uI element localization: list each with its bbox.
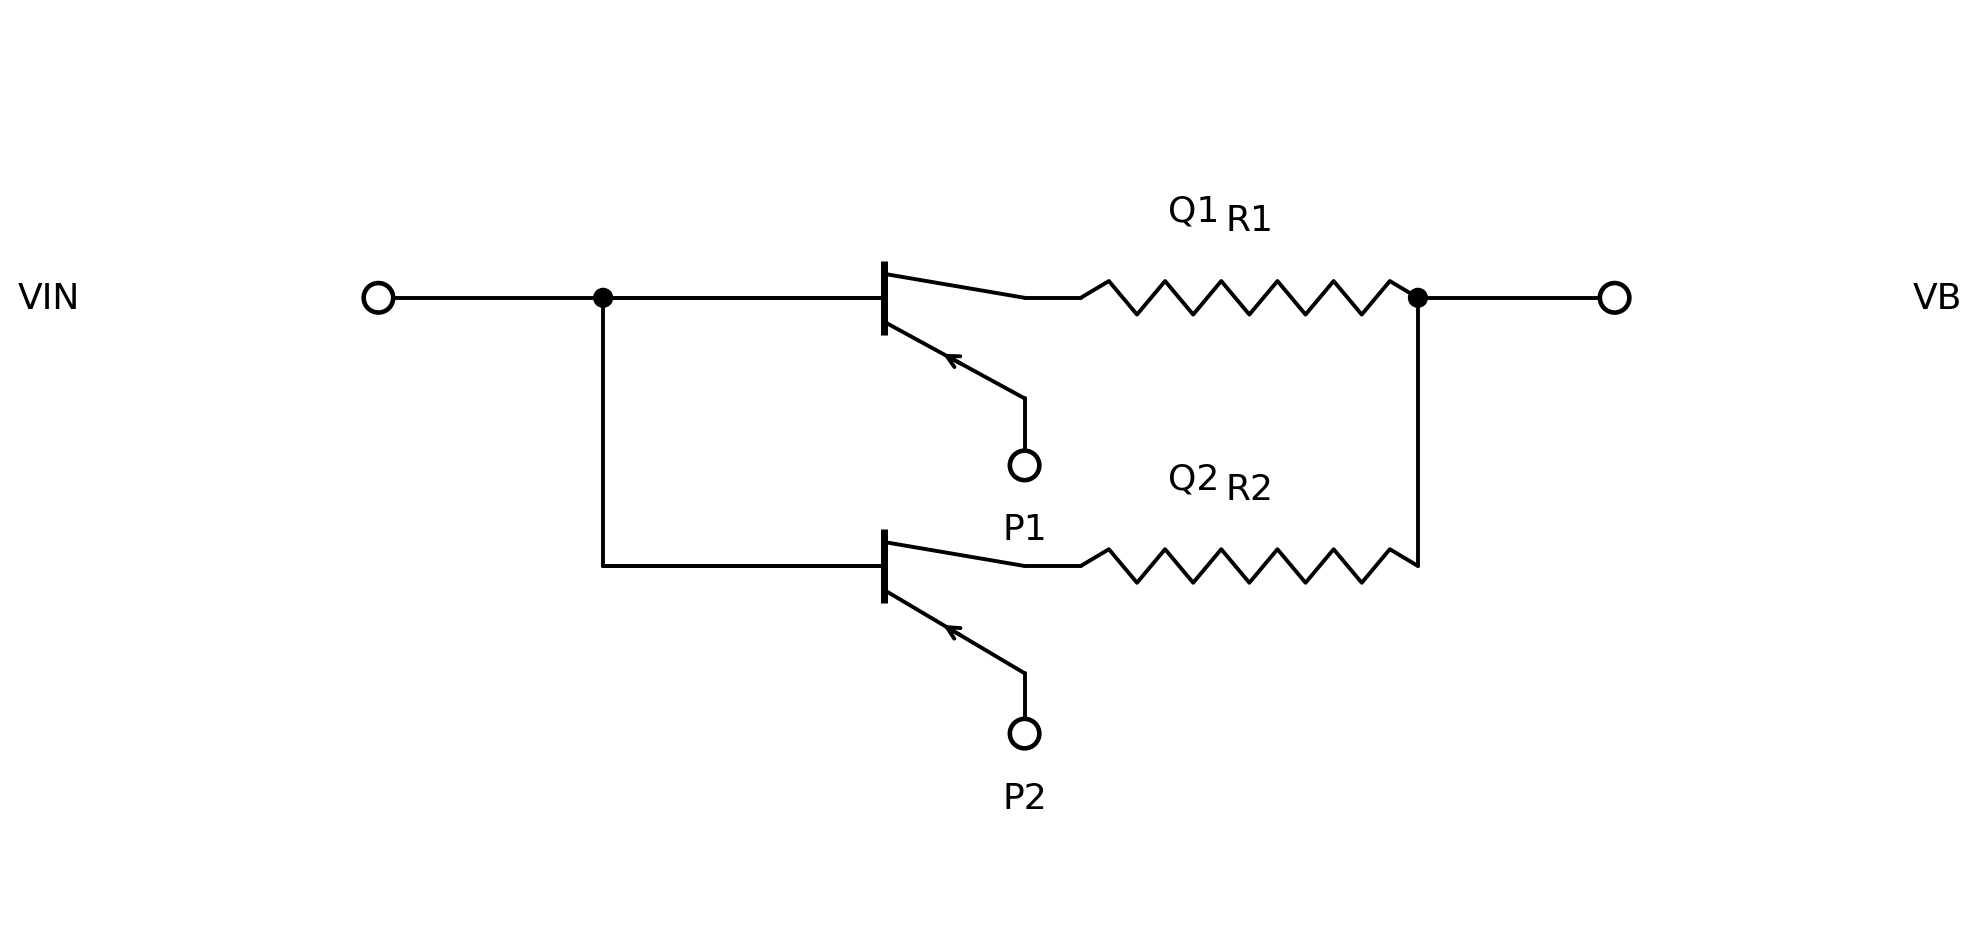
- Text: P2: P2: [1002, 781, 1047, 815]
- Circle shape: [1408, 289, 1428, 308]
- Text: VB: VB: [1913, 281, 1962, 315]
- Circle shape: [1010, 719, 1040, 749]
- Circle shape: [1600, 284, 1630, 313]
- Text: P1: P1: [1002, 513, 1047, 547]
- Text: VIN: VIN: [18, 281, 79, 315]
- Circle shape: [364, 284, 394, 313]
- Circle shape: [594, 289, 612, 308]
- Text: R2: R2: [1226, 472, 1273, 506]
- Text: Q1: Q1: [1168, 194, 1220, 228]
- Text: Q2: Q2: [1168, 463, 1220, 496]
- Text: R1: R1: [1226, 204, 1273, 238]
- Circle shape: [1010, 451, 1040, 480]
